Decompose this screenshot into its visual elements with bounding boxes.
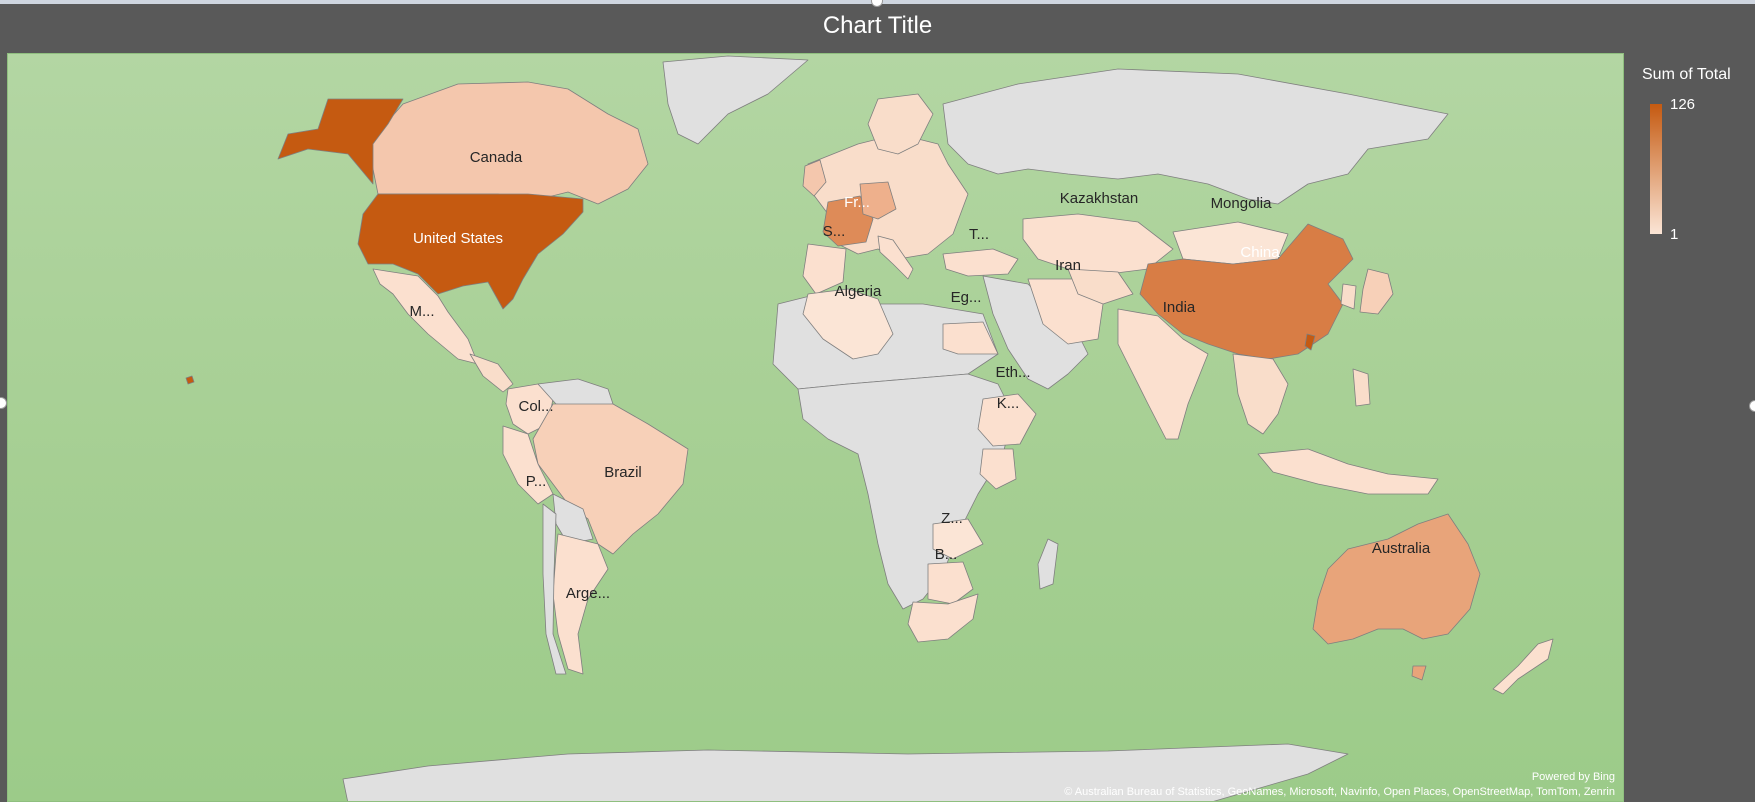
label-canada: Canada xyxy=(470,149,523,166)
label-mongolia: Mongolia xyxy=(1211,195,1273,212)
map-plot-area[interactable]: Canada United States M... Col... P... Br… xyxy=(7,53,1624,802)
legend-title: Sum of Total xyxy=(1642,66,1731,83)
region-china[interactable] xyxy=(1139,223,1354,360)
label-india: India xyxy=(1163,299,1196,316)
region-spain[interactable] xyxy=(802,243,847,295)
region-russia[interactable] xyxy=(942,68,1449,205)
label-united-states: United States xyxy=(413,230,503,247)
label-france: Fr... xyxy=(844,194,870,211)
resize-handle-right[interactable] xyxy=(1749,400,1755,412)
label-turkey: T... xyxy=(969,226,989,243)
label-mexico: M... xyxy=(410,303,435,320)
region-argentina[interactable] xyxy=(552,533,609,675)
region-scandinavia[interactable] xyxy=(867,93,934,155)
chart-title[interactable]: Chart Title xyxy=(822,12,933,39)
region-india[interactable] xyxy=(1117,308,1209,440)
region-central-asia[interactable] xyxy=(1067,268,1134,305)
region-indonesia[interactable] xyxy=(1257,448,1439,495)
region-new-zealand[interactable] xyxy=(1492,638,1554,695)
region-algeria[interactable] xyxy=(802,288,894,360)
label-australia: Australia xyxy=(1372,540,1431,557)
region-tasmania[interactable] xyxy=(1411,665,1427,681)
map-attribution: © Australian Bureau of Statistics, GeoNa… xyxy=(1064,786,1615,798)
region-chile[interactable] xyxy=(542,503,567,675)
region-uk[interactable] xyxy=(802,159,827,197)
region-botswana[interactable] xyxy=(927,561,974,605)
label-botswana: B... xyxy=(935,546,958,563)
label-argentina: Arge... xyxy=(566,585,610,602)
region-central-america[interactable] xyxy=(469,353,514,393)
region-southeast-asia[interactable] xyxy=(1232,353,1289,435)
label-algeria: Algeria xyxy=(835,283,882,300)
region-hawaii[interactable] xyxy=(185,375,195,385)
region-alaska[interactable] xyxy=(277,98,404,185)
label-spain: S... xyxy=(823,223,846,240)
legend-max-value: 126 xyxy=(1670,96,1696,113)
region-korea[interactable] xyxy=(1340,283,1357,310)
region-antarctica[interactable] xyxy=(342,743,1349,802)
region-labels: Canada United States M... Col... P... Br… xyxy=(410,149,1431,602)
region-brazil[interactable] xyxy=(532,403,689,555)
region-zambia[interactable] xyxy=(932,518,984,560)
region-kazakhstan[interactable] xyxy=(1022,213,1174,275)
region-italy[interactable] xyxy=(877,235,914,280)
powered-by-bing: Powered by Bing xyxy=(1531,771,1615,783)
label-ethiopia: Eth... xyxy=(995,364,1030,381)
region-philippines[interactable] xyxy=(1352,368,1371,407)
region-kenya[interactable] xyxy=(979,448,1017,490)
region-united-states[interactable] xyxy=(357,193,584,310)
label-zambia: Z... xyxy=(941,510,963,527)
resize-handle-top[interactable] xyxy=(871,0,883,7)
label-colombia: Col... xyxy=(518,398,553,415)
label-china: China xyxy=(1240,244,1280,261)
region-madagascar[interactable] xyxy=(1037,538,1059,590)
region-egypt[interactable] xyxy=(942,321,999,355)
world-map: Canada United States M... Col... P... Br… xyxy=(185,55,1554,802)
label-kazakhstan: Kazakhstan xyxy=(1060,190,1138,207)
color-legend[interactable]: Sum of Total 126 1 xyxy=(1636,66,1751,246)
region-ethiopia[interactable] xyxy=(977,393,1037,447)
region-peru[interactable] xyxy=(502,425,554,505)
label-iran: Iran xyxy=(1055,257,1081,274)
region-greenland[interactable] xyxy=(662,55,809,145)
region-turkey[interactable] xyxy=(942,248,1019,277)
region-japan[interactable] xyxy=(1359,268,1394,315)
region-australia[interactable] xyxy=(1312,513,1481,645)
legend-min-value: 1 xyxy=(1670,226,1679,243)
region-canada[interactable] xyxy=(367,81,649,205)
resize-handle-left[interactable] xyxy=(0,397,7,409)
label-kenya: K... xyxy=(997,395,1020,412)
region-taiwan[interactable] xyxy=(1304,333,1316,351)
region-south-africa[interactable] xyxy=(907,593,979,643)
region-sub-saharan-africa[interactable] xyxy=(797,373,1014,610)
legend-gradient-bar xyxy=(1650,104,1662,234)
label-peru: P... xyxy=(526,473,547,490)
label-egypt: Eg... xyxy=(951,289,982,306)
region-mexico[interactable] xyxy=(372,268,479,365)
region-germany[interactable] xyxy=(859,181,897,220)
label-brazil: Brazil xyxy=(604,464,642,481)
